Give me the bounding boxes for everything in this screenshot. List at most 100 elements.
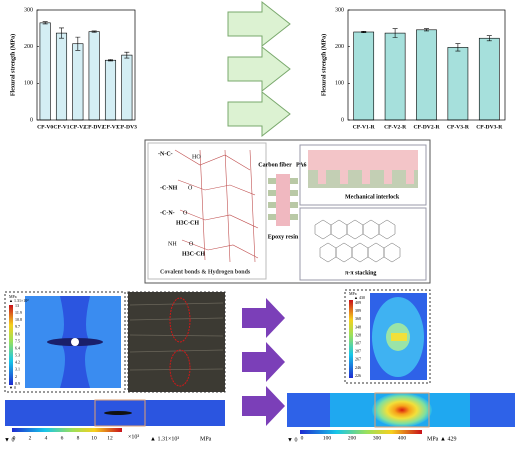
colorbar-label: 409 xyxy=(355,300,361,305)
error-bar xyxy=(424,28,429,32)
error-bar xyxy=(392,28,398,38)
x-tick-label: CP-DV3-R xyxy=(476,124,503,130)
unit: MPa xyxy=(349,291,357,296)
x-tick-label: CP-V3-R xyxy=(447,124,470,130)
colorbar-label: 5.3 xyxy=(15,353,20,358)
fem-left: MPa ▲ 1.31×10³ ▼ 0 ×10³ ▲ 1.31×10³ MPa ▼… xyxy=(4,291,226,443)
chem-label: O xyxy=(189,241,194,247)
x-tick-label: CP-V2-R xyxy=(384,124,407,130)
x-tick-label: CP-V1 xyxy=(53,124,69,130)
error-bar xyxy=(75,36,81,51)
x-tick-label: CP-V2 xyxy=(70,124,86,130)
y-tick-label: 300 xyxy=(24,7,33,13)
y-axis-label: Flexural strength (MPa) xyxy=(9,34,16,96)
exp: ×10³ xyxy=(128,434,139,440)
min-label: ▼ 0 xyxy=(4,437,14,443)
colorbar-label: 0 xyxy=(301,435,304,441)
chem-label: NH xyxy=(168,241,177,247)
max-label: ▲ 429 xyxy=(440,436,456,442)
error-bar xyxy=(91,30,97,33)
max-label: ▲ 430 xyxy=(354,295,365,300)
axis-frame xyxy=(347,9,506,121)
error-bar xyxy=(108,59,113,62)
x-tick-label: CP-V3 xyxy=(102,124,118,130)
colorbar-label: 12 xyxy=(107,435,113,441)
min-label: ▼ 0 xyxy=(287,437,297,443)
y-tick-label: 100 xyxy=(24,81,33,87)
error-bar xyxy=(59,27,64,39)
colorbar-label: 13 xyxy=(15,303,19,308)
colorbar-label: 400 xyxy=(398,435,407,441)
colorbar-label: 2 xyxy=(29,435,32,441)
label: PA6 xyxy=(296,162,307,168)
bar xyxy=(72,43,84,121)
chem-label: -N-C- xyxy=(158,151,173,157)
x-tick-label: CP-V0 xyxy=(37,124,53,130)
colorbar-label: 246 xyxy=(355,365,361,370)
bar xyxy=(384,32,406,121)
error-bar xyxy=(42,21,48,25)
colorbar-label: 368 xyxy=(355,316,361,321)
bar xyxy=(416,29,437,121)
colorbar-label: 348 xyxy=(355,324,361,329)
bar xyxy=(39,22,51,121)
purple-arrows xyxy=(242,298,285,426)
chem-label: H3C-CH xyxy=(182,251,205,257)
unit: MPa xyxy=(9,294,17,299)
colorbar-label: 200 xyxy=(348,435,357,441)
y-tick-label: 100 xyxy=(335,81,344,87)
chem-label: HO xyxy=(192,154,201,160)
colorbar-label: 11.9 xyxy=(15,310,22,315)
colorbar-label: 389 xyxy=(355,308,361,313)
colorbar-label: 6.4 xyxy=(15,345,20,350)
bar xyxy=(104,59,117,121)
label: Carbon fiber xyxy=(258,162,292,168)
y-axis-label: Flexural strength (MPa) xyxy=(320,34,327,96)
x-tick-label: CP-V1-R xyxy=(353,124,376,130)
colorbar-label: 3.1 xyxy=(15,367,20,372)
bar xyxy=(88,31,100,121)
max-label: ▲ 1.31×10³ xyxy=(150,436,179,442)
y-tick-label: 0 xyxy=(30,117,33,123)
caption: Mechanical interlock xyxy=(345,194,400,200)
x-tick-label: CP-DV2-R xyxy=(413,124,440,130)
error-bar xyxy=(361,30,367,34)
error-bar xyxy=(124,51,130,59)
colorbar-label: 100 xyxy=(323,435,332,441)
bar xyxy=(55,32,68,121)
colorbar-label: 226 xyxy=(355,373,361,378)
colorbar-label: 287 xyxy=(355,349,361,354)
y-tick-label: 200 xyxy=(24,44,33,50)
unit: MPa xyxy=(200,436,212,442)
error-bar xyxy=(486,35,492,42)
colorbar-label: 328 xyxy=(355,332,361,337)
colorbar-label: 8.6 xyxy=(15,331,20,336)
colorbar-label: 8 xyxy=(77,435,80,441)
colorbar-label: 10 xyxy=(91,435,97,441)
colorbar-label: 7.5 xyxy=(15,338,20,343)
max-label: ▲ 1.31×10³ xyxy=(9,298,29,303)
colorbar-label: 6 xyxy=(61,435,64,441)
bar xyxy=(121,54,133,121)
chem-label: O xyxy=(188,185,193,191)
colorbar-label: 9.7 xyxy=(15,324,20,329)
colorbar-label: 267 xyxy=(355,357,361,362)
mechanism-panel: -N-C- HO -C-NH O -C-N- O H3C-CH NH O H3C… xyxy=(144,139,431,284)
bar xyxy=(447,47,469,121)
colorbar-label: 307 xyxy=(355,340,361,345)
bar xyxy=(478,37,500,121)
colorbar-label: 2 xyxy=(15,374,17,379)
chem-label: -C-N- xyxy=(160,210,175,216)
axis-frame xyxy=(36,9,136,121)
colorbar-label: 0.9 xyxy=(15,381,20,386)
bar xyxy=(353,31,375,121)
fem-right: MPa ▲ 430 ▲ 429 MPa ▼ 0 xyxy=(287,289,515,443)
colorbar-label: 4.2 xyxy=(15,360,20,365)
colorbar-label: 300 xyxy=(373,435,382,441)
x-tick-label: CP-DV2 xyxy=(84,124,104,130)
colorbar-label: 10.8 xyxy=(15,317,22,322)
chem-label: O xyxy=(183,210,188,216)
min-label: ▼ 0 xyxy=(9,385,16,390)
label: Epoxy resin xyxy=(268,234,299,240)
